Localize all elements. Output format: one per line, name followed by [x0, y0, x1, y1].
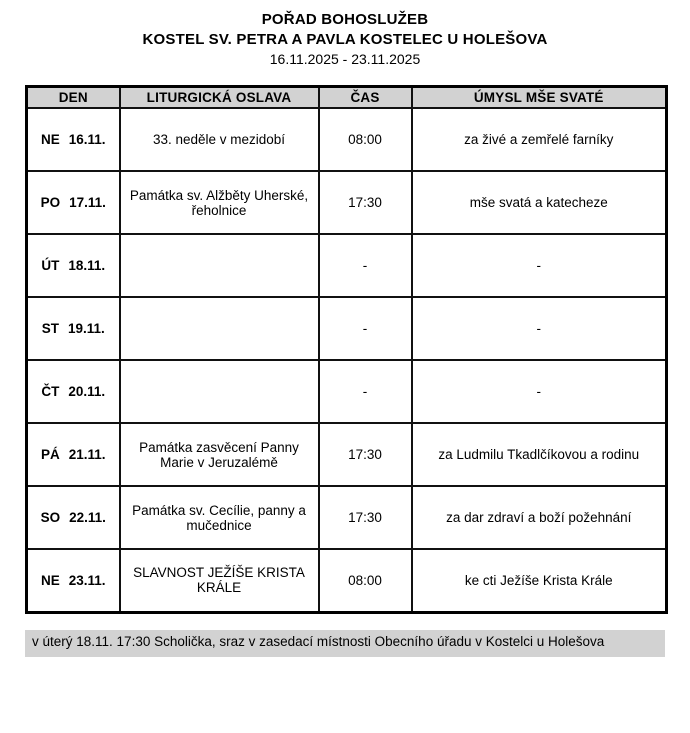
time-cell: 17:30 [317, 170, 413, 236]
day-date: 20.11. [68, 384, 106, 400]
day-cell: PÁ 21.11. [25, 422, 121, 488]
table-header-row: DEN LITURGICKÁ OSLAVA ČAS ÚMYSL MŠE SVAT… [25, 85, 668, 110]
time-cell: - [317, 359, 413, 425]
day-cell: SO 22.11. [25, 485, 121, 551]
day-cell: NE 16.11. [25, 107, 121, 173]
intention-cell: za Ludmilu Tkadlčíkovou a rodinu [410, 422, 668, 488]
day-abbr: ST [41, 321, 59, 337]
celebration-cell: Památka sv. Alžběty Uherské, řeholnice [118, 170, 320, 236]
column-header-time: ČAS [317, 85, 413, 110]
table-row: PO 17.11. Památka sv. Alžběty Uherské, ře… [25, 170, 668, 236]
mass-schedule-table: DEN LITURGICKÁ OSLAVA ČAS ÚMYSL MŠE SVAT… [25, 85, 668, 614]
time-cell: - [317, 233, 413, 299]
day-cell: NE 23.11. [25, 548, 121, 614]
intention-cell: - [410, 233, 668, 299]
page-title: POŘAD BOHOSLUŽEB [261, 11, 429, 28]
time-cell: 17:30 [317, 422, 413, 488]
day-abbr: ÚT [41, 258, 60, 274]
day-abbr: PO [40, 195, 61, 211]
date-range: 16.11.2025 - 23.11.2025 [269, 51, 421, 67]
day-date: 22.11. [69, 510, 106, 526]
day-date: 23.11. [68, 572, 106, 588]
day-date: 19.11. [67, 321, 105, 337]
table-row: NE 16.11. 33. neděle v mezidobí 08:00 za … [25, 107, 668, 173]
table-row: ČT 20.11. - - [25, 359, 668, 425]
celebration-cell: SLAVNOST JEŽÍŠE KRISTA KRÁLE [118, 548, 320, 614]
celebration-cell [118, 296, 320, 362]
intention-cell: za dar zdraví a boží požehnání [410, 485, 668, 551]
table-row: NE 23.11. SLAVNOST JEŽÍŠE KRISTA KRÁLE 08… [25, 548, 668, 614]
celebration-cell: 33. neděle v mezidobí [118, 107, 320, 173]
intention-cell: - [410, 296, 668, 362]
celebration-cell [118, 233, 320, 299]
time-cell: 08:00 [317, 107, 413, 173]
day-abbr: NE [40, 572, 60, 588]
time-cell: 08:00 [317, 548, 413, 614]
table-row: PÁ 21.11. Památka zasvěcení Panny Marie v… [25, 422, 668, 488]
day-date: 21.11. [68, 447, 106, 463]
column-header-intention: ÚMYSL MŠE SVATÉ [410, 85, 668, 110]
day-cell: ČT 20.11. [25, 359, 121, 425]
announcement-note: v úterý 18.11. 17:30 Scholička, sraz v z… [25, 629, 665, 657]
day-date: 18.11. [68, 258, 106, 274]
column-header-celebration: LITURGICKÁ OSLAVA [118, 85, 320, 110]
time-cell: - [317, 296, 413, 362]
celebration-cell [118, 359, 320, 425]
table-row: SO 22.11. Památka sv. Cecílie, panny a mu… [25, 485, 668, 551]
day-abbr: NE [40, 132, 60, 148]
intention-cell: ke cti Ježíše Krista Krále [410, 548, 668, 614]
day-date: 17.11. [69, 195, 106, 211]
day-date: 16.11. [68, 132, 106, 148]
time-cell: 17:30 [317, 485, 413, 551]
celebration-cell: Památka zasvěcení Panny Marie v Jeruzalé… [118, 422, 320, 488]
table-row: ST 19.11. - - [25, 296, 668, 362]
day-cell: ST 19.11. [25, 296, 121, 362]
column-header-day: DEN [25, 85, 121, 110]
document-header: POŘAD BOHOSLUŽEB KOSTEL SV. PETRA A PAVL… [0, 10, 690, 68]
church-name: KOSTEL SV. PETRA A PAVLA KOSTELEC U HOLE… [142, 30, 548, 48]
day-abbr: SO [40, 510, 61, 526]
celebration-cell: Památka sv. Cecílie, panny a mučednice [118, 485, 320, 551]
intention-cell: - [410, 359, 668, 425]
table-row: ÚT 18.11. - - [25, 233, 668, 299]
day-abbr: PÁ [40, 447, 60, 463]
day-cell: PO 17.11. [25, 170, 121, 236]
intention-cell: za živé a zemřelé farníky [410, 107, 668, 173]
day-abbr: ČT [41, 384, 60, 400]
day-cell: ÚT 18.11. [25, 233, 121, 299]
intention-cell: mše svatá a katecheze [410, 170, 668, 236]
